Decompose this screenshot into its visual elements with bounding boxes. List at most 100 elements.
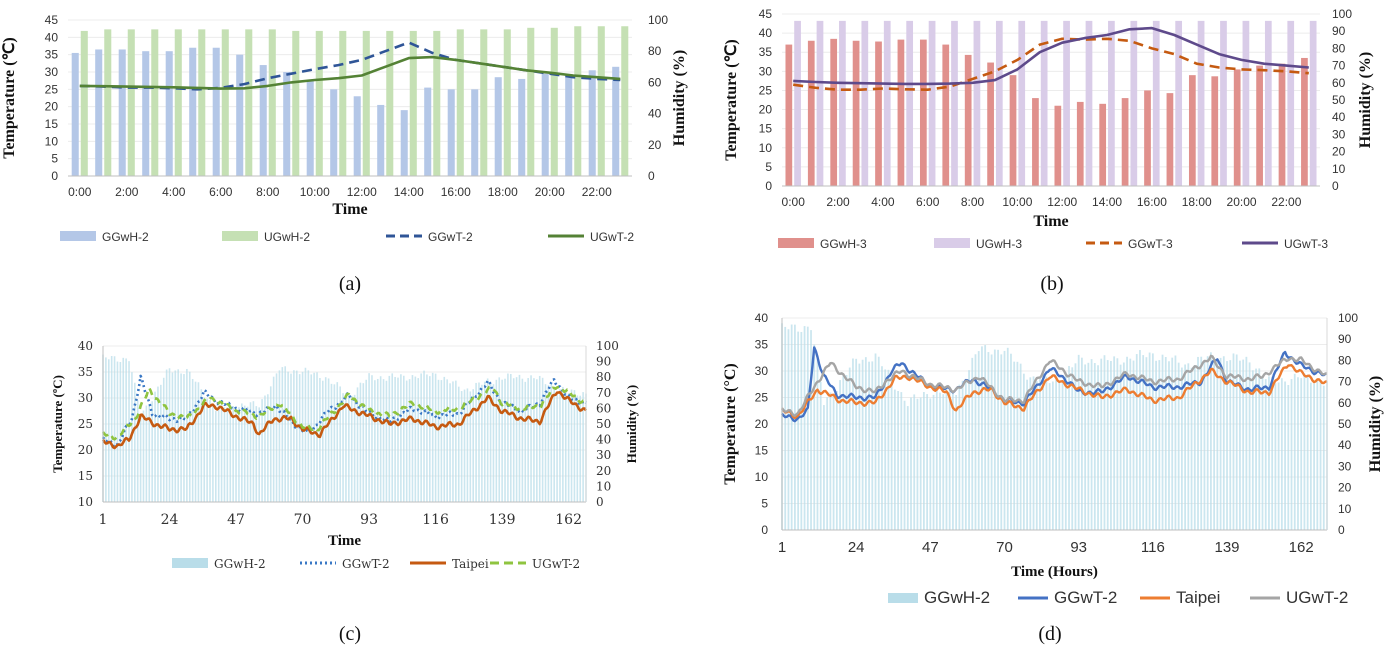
y2-tick-label: 0 xyxy=(648,169,655,183)
bar-ggwh-2 xyxy=(382,379,385,502)
bar-ggwh-2 xyxy=(579,395,582,502)
bar-ggwh-2 xyxy=(981,346,983,530)
bar-ggwh-2 xyxy=(362,383,365,502)
bar-ggwh-2 xyxy=(1322,385,1325,530)
legend-swatch-ugwh-2 xyxy=(222,231,258,241)
bar-ggwh-2 xyxy=(1258,368,1261,530)
bar-ggwh-2 xyxy=(573,390,576,502)
bar-ggwh-2 xyxy=(71,52,79,176)
x-tick-label: 16:00 xyxy=(1137,195,1167,209)
bar-ggwh-2 xyxy=(919,397,922,530)
bar-ggwh-2 xyxy=(217,405,220,502)
y2-tick-label: 100 xyxy=(648,13,668,27)
bar-ggwh-2 xyxy=(521,378,524,502)
x-tick-label: 20:00 xyxy=(535,185,565,199)
bar-ggwh-2 xyxy=(424,87,432,176)
y-tick-label: 15 xyxy=(755,444,769,458)
bar-ggwh-2 xyxy=(1087,362,1090,530)
y2-tick-label: 60 xyxy=(648,75,662,89)
legend-label-taipei: Taipei xyxy=(1176,588,1220,607)
y-tick-label: 25 xyxy=(759,83,773,97)
bar-ggwh-2 xyxy=(556,391,558,502)
bar-ggwh-2 xyxy=(784,326,787,530)
y2-tick-label: 0 xyxy=(1332,179,1339,193)
bar-ggwh-2 xyxy=(1074,363,1077,530)
bar-ggwh-2 xyxy=(1187,363,1190,530)
bar-ggwh-2 xyxy=(510,373,512,502)
bar-ggwh-2 xyxy=(165,369,168,502)
bar-ggwh-2 xyxy=(1180,367,1183,530)
bar-ugwh-2 xyxy=(268,29,276,176)
bar-ggwh-2 xyxy=(310,374,313,502)
y-axis-title: Temperature (℃) xyxy=(1,37,18,159)
bar-ggwh-2 xyxy=(423,370,425,502)
bar-ggwh-2 xyxy=(455,380,457,502)
chart-panel-d: 0 5 10 15 20 25 30 35 40 0 10 20 30 40 50 60 70 80 90 100 1 2… xyxy=(722,311,1384,645)
bar-ggwh-2 xyxy=(1097,365,1099,530)
x-tick-label: 162 xyxy=(1289,539,1314,556)
bar-ggwh-2 xyxy=(278,370,281,502)
legend-swatch-ggwh-2 xyxy=(60,231,96,241)
bar-ggwh-2 xyxy=(209,399,211,502)
bar-ggwh-2 xyxy=(215,410,217,502)
y-tick-label: 40 xyxy=(45,30,59,44)
bar-ggwh-3 xyxy=(1032,98,1039,186)
bar-ggwh-2 xyxy=(165,51,173,177)
x-tick-label: 162 xyxy=(555,512,582,528)
bar-ggwh-2 xyxy=(1306,374,1309,530)
bar-ggwh-2 xyxy=(157,386,159,502)
bar-ggwh-2 xyxy=(168,368,171,502)
bar-ggwh-2 xyxy=(1197,356,1199,530)
bar-ggwh-2 xyxy=(1042,373,1045,530)
bar-ggwh-2 xyxy=(1168,361,1170,530)
bar-ugwh-3 xyxy=(928,20,936,186)
bar-ggwh-2 xyxy=(345,393,347,502)
bar-ggwh-2 xyxy=(492,384,495,502)
bar-ggwh-2 xyxy=(1222,356,1225,530)
bar-ggwh-2 xyxy=(530,375,532,502)
bar-ggwh-2 xyxy=(394,376,396,502)
y2-tick-label: 50 xyxy=(1338,417,1352,431)
bar-ggwh-2 xyxy=(466,388,469,502)
bar-ggwh-2 xyxy=(290,373,292,502)
bar-ggwh-2 xyxy=(183,374,185,502)
bar-ggwh-2 xyxy=(353,394,356,502)
bar-ggwh-3 xyxy=(919,39,927,187)
bar-ggwh-2 xyxy=(826,397,829,530)
y-tick-label: 40 xyxy=(78,339,93,353)
bar-ggwh-2 xyxy=(191,378,194,502)
bar-ggwh-2 xyxy=(858,363,861,530)
bar-ggwh-2 xyxy=(541,73,549,176)
bar-ggwh-2 xyxy=(935,389,938,530)
bar-ggwh-2 xyxy=(275,373,278,502)
bar-ggwh-2 xyxy=(232,406,234,502)
bar-ggwh-2 xyxy=(283,72,291,176)
bar-ggwh-2 xyxy=(460,391,463,502)
bar-ggwh-2 xyxy=(501,379,503,502)
series-line-ggwt-2 xyxy=(101,374,587,448)
bar-ggwh-2 xyxy=(478,382,480,502)
bar-ggwh-2 xyxy=(420,373,422,502)
bar-ggwh-2 xyxy=(923,392,925,530)
bar-ggwh-3 xyxy=(807,40,815,186)
y-tick-label: 30 xyxy=(759,64,773,78)
bar-ggwh-2 xyxy=(916,398,919,530)
y-tick-label: 35 xyxy=(78,365,93,379)
bar-ggwh-2 xyxy=(200,389,203,502)
bar-ggwh-2 xyxy=(829,392,832,530)
y-tick-label: 45 xyxy=(759,7,773,21)
bar-ggwh-2 xyxy=(142,410,145,502)
y-tick-label: 0 xyxy=(761,523,768,537)
y-tick-label: 15 xyxy=(45,117,59,131)
y-tick-label: 10 xyxy=(755,470,769,484)
y2-tick-label: 20 xyxy=(648,138,662,152)
x-tick-label: 47 xyxy=(227,512,245,528)
bar-ggwh-2 xyxy=(350,395,353,502)
bar-ggwh-2 xyxy=(1003,350,1006,530)
y2-axis-title: Humidity (%) xyxy=(671,50,688,146)
bar-ggwh-2 xyxy=(1058,382,1061,530)
bar-ggwh-2 xyxy=(874,353,877,530)
bar-ggwh-3 xyxy=(942,44,950,187)
y-axis-title: Temperature (°C) xyxy=(722,363,739,484)
series-line-ugwt-2 xyxy=(781,354,1328,417)
